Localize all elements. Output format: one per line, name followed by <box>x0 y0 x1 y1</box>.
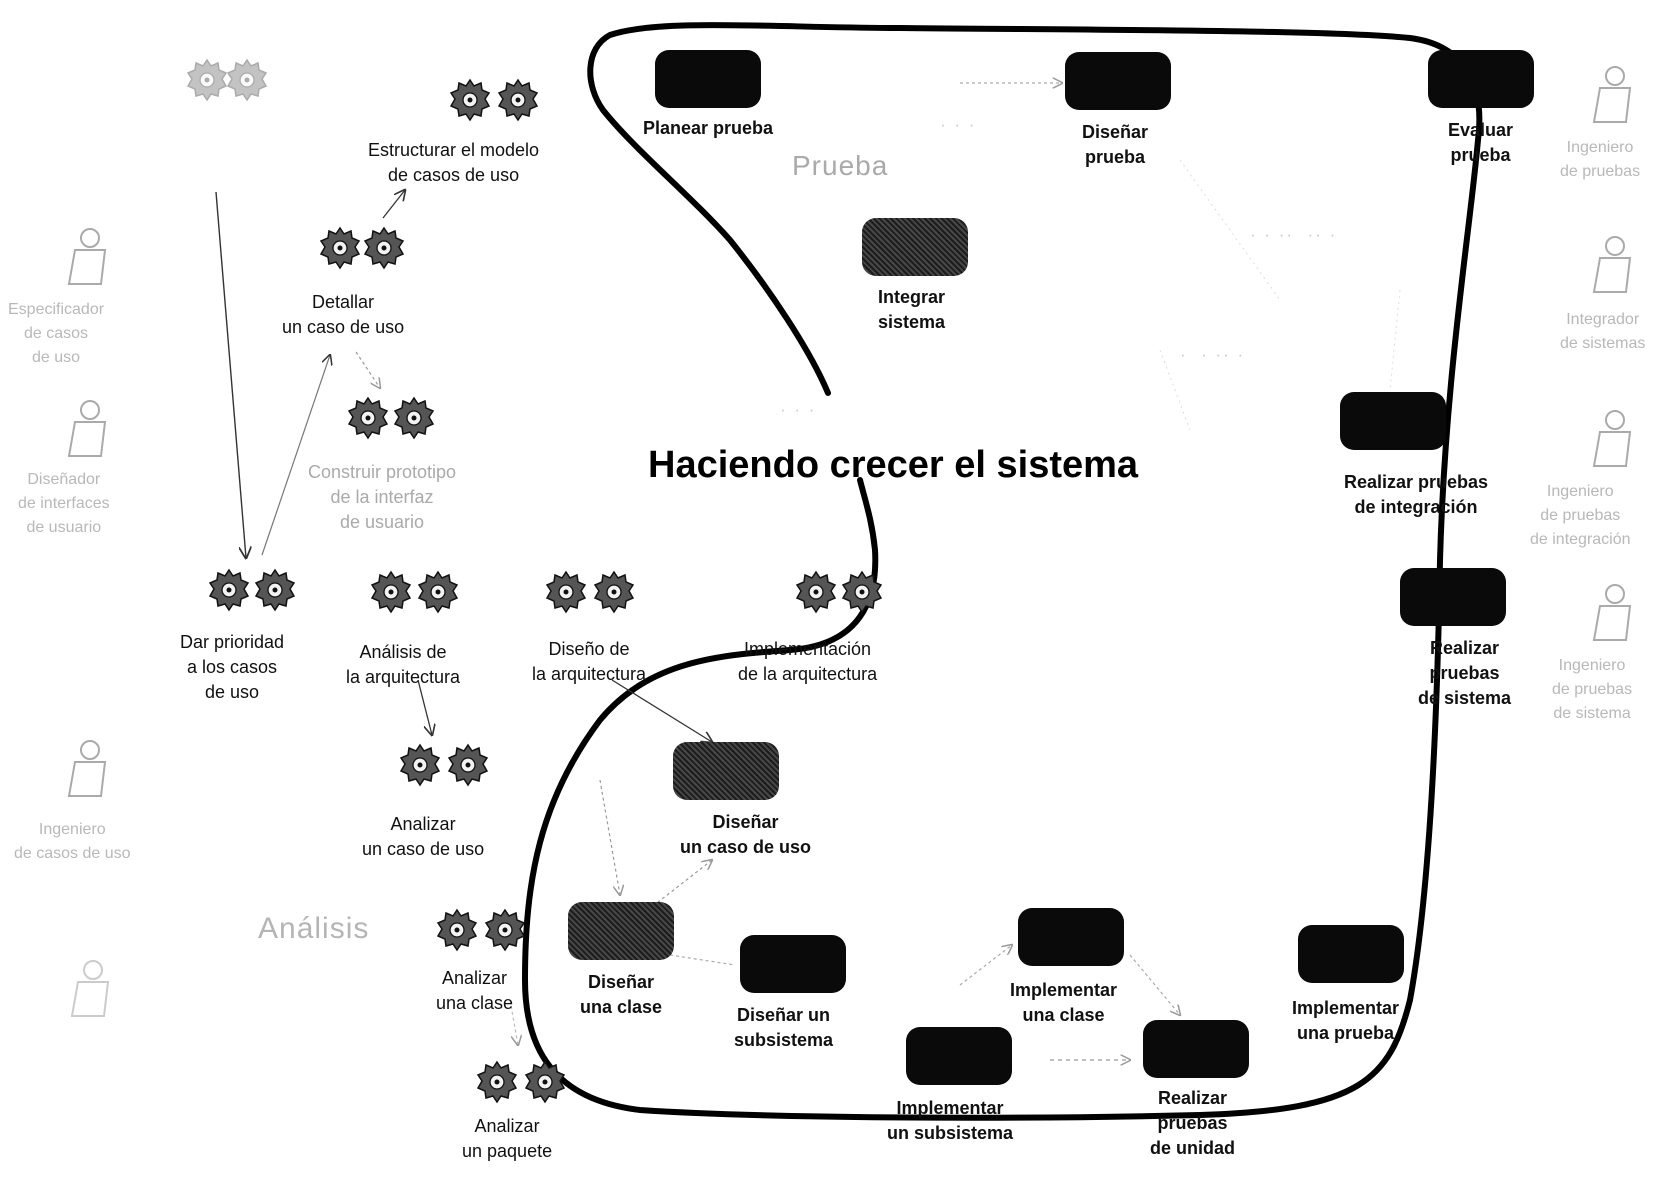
activity-priorizar-label: Dar prioridad a los casos de uso <box>180 632 285 702</box>
gear-pair-icon <box>450 79 538 121</box>
activity-estructurar-label: Estructurar el modelo de casos de uso <box>368 140 540 185</box>
actor-label-integrador: Integrador de sistemas <box>1560 311 1646 352</box>
activity-box-planear-prueba[interactable] <box>655 50 761 108</box>
actor-icon <box>68 228 106 285</box>
activity-analisis-arq-label: Análisis de la arquitectura <box>346 642 461 687</box>
actor-icon <box>68 740 106 797</box>
actor-label-ingeniero-casos: Ingeniero de casos de uso <box>14 821 131 862</box>
activity-disenar-caso-label: Diseñar un caso de uso <box>680 812 812 857</box>
activity-box-pruebas-unidad[interactable] <box>1143 1020 1249 1078</box>
activity-planear-prueba-label: Planear prueba <box>643 118 774 138</box>
activity-implementar-subsistema-label: Implementar un subsistema <box>887 1098 1014 1143</box>
actor-icon <box>1593 66 1631 123</box>
activity-box-implementar-prueba[interactable] <box>1298 925 1404 983</box>
activity-box-pruebas-sistema[interactable] <box>1400 568 1506 626</box>
activity-box-disenar-subsistema[interactable] <box>740 935 846 993</box>
actor-label-ingeniero-pruebas: Ingeniero de pruebas <box>1560 139 1641 180</box>
gear-pair-icon <box>437 909 525 951</box>
section-label-analisis: Análisis <box>258 912 370 945</box>
gear-pair-icon <box>796 571 882 613</box>
faint-text: · · ·· · <box>1180 345 1246 364</box>
gear-pair-icon <box>546 571 634 613</box>
activity-implementar-prueba-label: Implementar una prueba <box>1292 998 1400 1043</box>
activity-box-implementar-clase[interactable] <box>1018 908 1124 966</box>
activity-disenar-clase-label: Diseñar una clase <box>580 972 663 1017</box>
gear-pair-icon <box>209 569 295 611</box>
growth-boundary <box>521 22 1483 1121</box>
actor-label-ingeniero-sistema: Ingeniero de pruebas de sistema <box>1552 657 1633 722</box>
activity-detallar-label: Detallar un caso de uso <box>282 292 405 337</box>
activity-implementar-clase-label: Implementar una clase <box>1010 980 1118 1025</box>
activity-box-pruebas-integracion[interactable] <box>1340 392 1446 450</box>
activity-pruebas-sistema-label: Realizar pruebas de sistema <box>1418 638 1512 708</box>
activity-evaluar-prueba-label: Evaluar prueba <box>1448 120 1514 165</box>
activity-pruebas-unidad-label: Realizar pruebas de unidad <box>1150 1088 1235 1158</box>
gear-pair-icon <box>371 571 458 613</box>
activity-box-evaluar-prueba[interactable] <box>1428 50 1534 108</box>
activity-integrar-sistema-label: Integrar sistema <box>878 287 946 332</box>
activity-prototipo-label: Construir prototipo de la interfaz de us… <box>308 462 457 532</box>
gear-pair-icon <box>187 59 267 101</box>
gear-pair-icon <box>348 397 434 439</box>
section-label-prueba: Prueba <box>792 150 889 181</box>
actor-icon <box>1593 584 1631 641</box>
activity-disenar-subsistema-label: Diseñar un subsistema <box>734 1005 834 1050</box>
activity-box-disenar-prueba[interactable] <box>1065 52 1171 110</box>
faint-text: · · ·· ·· · <box>1250 225 1338 244</box>
activity-analizar-paquete-label: Analizar un paquete <box>462 1116 553 1161</box>
actor-icon <box>1593 236 1631 293</box>
faint-text: · · · <box>940 115 977 134</box>
diagram-title: Haciendo crecer el sistema <box>648 444 1139 486</box>
activity-analizar-clase-label: Analizar una clase <box>436 968 514 1013</box>
activity-diseno-arq-label: Diseño de la arquitectura <box>532 639 647 684</box>
activity-box-integrar-sistema[interactable] <box>862 218 968 276</box>
activity-disenar-prueba-label: Diseñar prueba <box>1082 122 1149 167</box>
activity-box-disenar-caso[interactable] <box>673 742 779 800</box>
activity-box-disenar-clase[interactable] <box>568 902 674 960</box>
activity-analizar-caso-label: Analizar un caso de uso <box>362 814 485 859</box>
actor-label-especificador: Especificador de casos de uso <box>8 301 105 366</box>
actor-icon <box>68 400 106 457</box>
gear-pair-icon <box>320 227 404 269</box>
gear-pair-icon <box>477 1061 565 1103</box>
activity-pruebas-integracion-label: Realizar pruebas de integración <box>1344 472 1489 517</box>
actor-label-ingeniero-integracion: Ingeniero de pruebas de integración <box>1530 483 1631 548</box>
activity-implementacion-arq-label: Implementación de la arquitectura <box>738 639 878 684</box>
faint-text: · · · <box>780 400 817 419</box>
activity-box-implementar-subsistema[interactable] <box>906 1027 1012 1085</box>
actor-label-disenador: Diseñador de interfaces de usuario <box>18 471 110 536</box>
actor-icon <box>71 960 109 1017</box>
actor-icon <box>1593 410 1631 467</box>
gear-pair-icon <box>400 744 488 786</box>
